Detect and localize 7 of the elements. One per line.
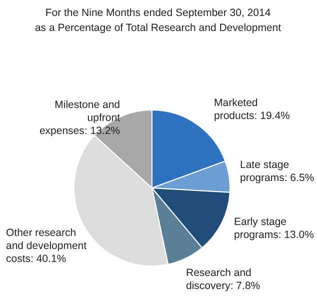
chart-title: For the Nine Months ended September 30, 2014 xyxy=(45,7,271,19)
slice-label: Early stage programs: 13.0% xyxy=(234,216,314,241)
slice-label: Late stage programs: 6.5% xyxy=(240,159,314,184)
slice-label: Marketed products: 19.4% xyxy=(214,97,290,122)
chart-subtitle: as a Percentage of Total Research and Development xyxy=(34,22,282,34)
slice-label: Other research and development costs: 40.1% xyxy=(6,227,87,265)
slice-label: Research and discovery: 7.8% xyxy=(186,267,260,292)
